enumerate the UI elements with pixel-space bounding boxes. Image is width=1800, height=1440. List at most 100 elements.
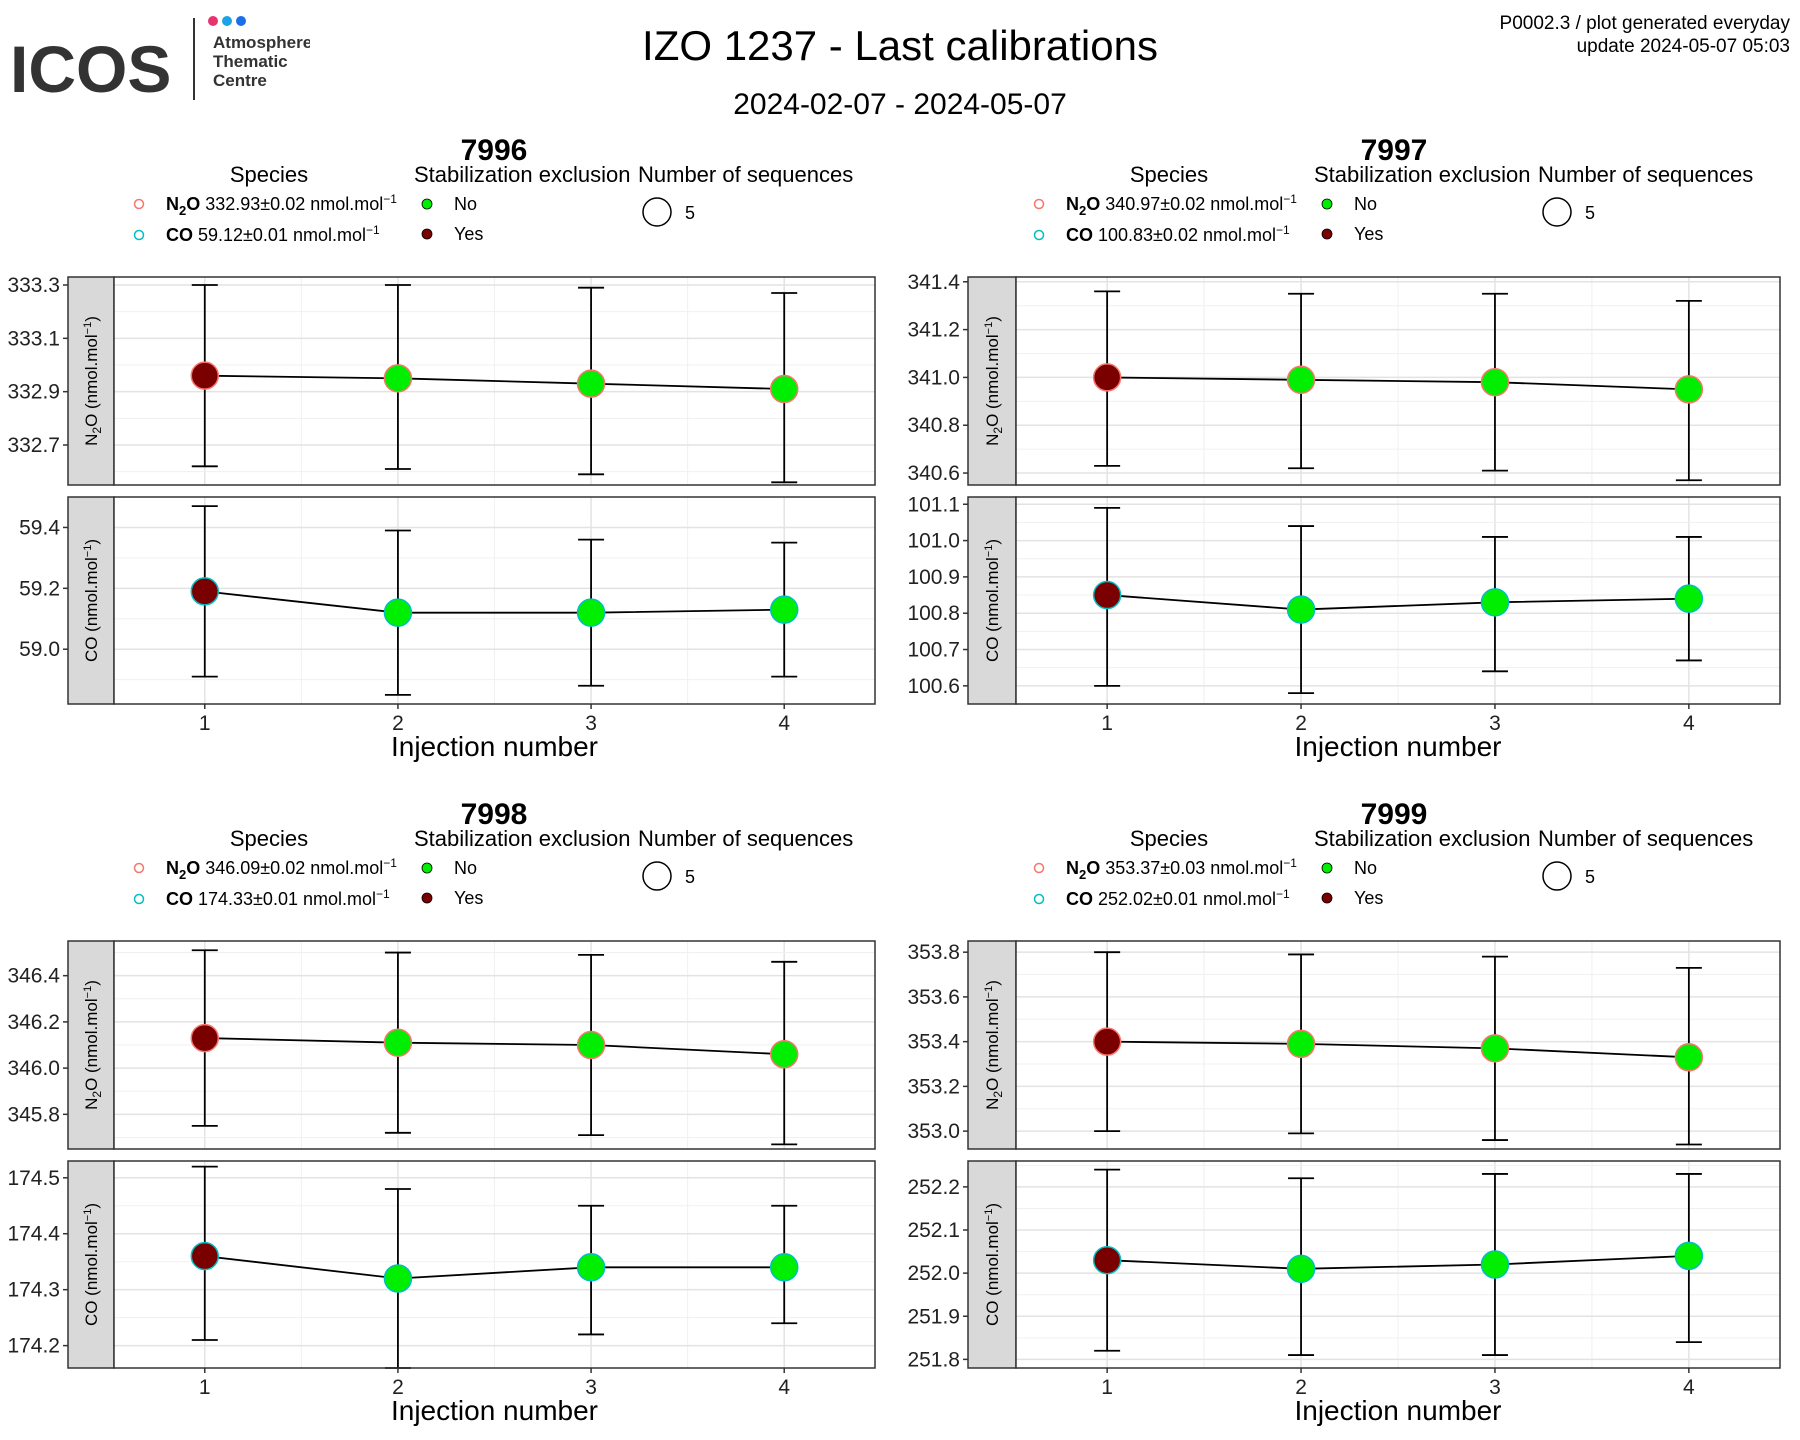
series-line xyxy=(1107,594,1689,611)
legend-species-entry: CO 100.83±0.02 nmol.mol−1 xyxy=(1066,223,1290,245)
data-point xyxy=(190,577,220,606)
legend-yes-label: Yes xyxy=(454,224,483,244)
series-line xyxy=(1107,1254,1689,1270)
legend-no-label: No xyxy=(454,858,477,878)
data-point xyxy=(190,1241,220,1271)
facet-strip xyxy=(67,496,115,705)
x-tick-label: 1 xyxy=(1101,1376,1113,1399)
x-tick-label: 4 xyxy=(1683,712,1695,735)
legend-no-marker xyxy=(1321,862,1333,874)
legend-yes-label: Yes xyxy=(454,888,483,908)
legend-sequences-marker xyxy=(642,861,672,891)
facet-border xyxy=(1015,940,1781,1150)
legend-species-entry: CO 252.02±0.01 nmol.mol−1 xyxy=(1066,887,1290,909)
data-point xyxy=(769,595,799,624)
legend-sequences-value: 5 xyxy=(685,203,695,223)
facet-border xyxy=(1015,276,1781,486)
facet-strip-label: N2O (nmol.mol−1) xyxy=(983,316,1005,446)
legend-exclusion-title: Stabilization exclusion xyxy=(414,826,630,851)
data-point xyxy=(1092,1245,1122,1275)
x-tick-label: 3 xyxy=(1489,1376,1501,1399)
legend-species-marker xyxy=(133,862,145,874)
logo-divider xyxy=(193,18,195,100)
facet-border xyxy=(1015,1160,1781,1369)
y-tick-label: 353.4 xyxy=(907,1031,960,1054)
data-point xyxy=(1092,580,1122,610)
facet-border xyxy=(113,940,876,1150)
x-tick-label: 3 xyxy=(1489,712,1501,735)
facet-strip-label: N2O (nmol.mol−1) xyxy=(983,980,1005,1110)
y-tick-label: 353.0 xyxy=(907,1120,960,1143)
legend-no-marker xyxy=(421,198,433,210)
facet-N2O: N2O (nmol.mol−1) 333.3 333.1 332.9 332.7 xyxy=(7,274,876,486)
legend-sequences-title: Number of sequences xyxy=(638,162,853,187)
update-timestamp: update 2024-05-07 05:03 xyxy=(1576,36,1790,57)
facet-strip-label: N2O (nmol.mol−1) xyxy=(82,980,104,1110)
data-point xyxy=(383,364,413,393)
legend-no-marker xyxy=(1321,198,1333,210)
data-point xyxy=(576,1030,606,1060)
y-tick-label: 251.9 xyxy=(907,1305,960,1328)
legend-sequences-value: 5 xyxy=(1585,867,1595,887)
date-range: 2024-02-07 - 2024-05-07 xyxy=(733,88,1067,121)
facet-strip xyxy=(967,940,1017,1150)
y-tick-label: 333.3 xyxy=(7,274,60,297)
chart-panel-7996: 7996 Species Stabilization exclusion Number… xyxy=(7,134,876,762)
y-tick-label: 252.0 xyxy=(907,1262,960,1285)
facet-strip-label: CO (nmol.mol−1) xyxy=(82,1203,101,1326)
legend-exclusion-title: Stabilization exclusion xyxy=(414,162,630,187)
x-tick-label: 2 xyxy=(1295,1376,1307,1399)
y-tick-label: 174.3 xyxy=(7,1279,60,1302)
panel-title: 7996 xyxy=(461,134,528,167)
legend-sequences-marker xyxy=(642,197,672,227)
legend-species-entry: N2O 353.37±0.03 nmol.mol−1 xyxy=(1066,856,1297,882)
data-point xyxy=(383,1264,413,1293)
legend-sequences-value: 5 xyxy=(1585,203,1595,223)
y-tick-label: 100.6 xyxy=(907,675,960,698)
legend-sequences-marker xyxy=(1542,197,1572,227)
y-tick-label: 345.8 xyxy=(7,1103,60,1126)
data-point xyxy=(190,361,220,390)
y-tick-label: 174.5 xyxy=(7,1167,60,1190)
data-point xyxy=(1480,1250,1510,1279)
legend-species-entry: N2O 340.97±0.02 nmol.mol−1 xyxy=(1066,192,1297,218)
plot-code: P0002.3 / plot generated everyday xyxy=(1499,13,1790,34)
legend-species-entry: CO 174.33±0.01 nmol.mol−1 xyxy=(166,887,390,909)
logo-line-3: Centre xyxy=(213,71,267,90)
y-tick-label: 332.7 xyxy=(7,434,60,457)
legend-sequences-title: Number of sequences xyxy=(1538,826,1753,851)
panel-title: 7998 xyxy=(461,798,528,831)
y-tick-label: 341.4 xyxy=(907,271,960,294)
series-line xyxy=(204,1255,785,1280)
y-tick-label: 346.4 xyxy=(7,965,60,988)
x-axis-label: Injection number xyxy=(391,1395,598,1426)
data-point xyxy=(769,1253,799,1282)
series-line xyxy=(204,374,785,390)
legend-species-title: Species xyxy=(1130,162,1208,187)
legend-exclusion-title: Stabilization exclusion xyxy=(1314,162,1530,187)
data-point xyxy=(769,1039,799,1069)
y-tick-label: 346.2 xyxy=(7,1011,60,1034)
y-tick-label: 333.1 xyxy=(7,327,60,350)
data-point xyxy=(190,1023,220,1053)
legend-species-marker xyxy=(1033,229,1045,241)
chart-panel-7997: 7997 Species Stabilization exclusion Number… xyxy=(907,134,1781,762)
data-point xyxy=(383,598,413,627)
y-tick-label: 332.9 xyxy=(7,381,60,404)
x-tick-label: 3 xyxy=(585,712,597,735)
facet-strip-label: CO (nmol.mol−1) xyxy=(82,539,101,662)
x-axis-label: Injection number xyxy=(1294,731,1501,762)
data-point xyxy=(1674,1241,1704,1271)
legend-species-entry: N2O 332.93±0.02 nmol.mol−1 xyxy=(166,192,397,218)
series-line xyxy=(204,590,785,614)
x-tick-label: 4 xyxy=(778,1376,790,1399)
data-point xyxy=(1674,584,1704,613)
legend-yes-marker xyxy=(421,892,433,904)
y-tick-label: 252.1 xyxy=(907,1219,960,1242)
y-tick-label: 340.6 xyxy=(907,462,960,485)
y-tick-label: 59.4 xyxy=(19,516,60,539)
logo-wordmark: ICOS xyxy=(10,32,171,104)
legend-sequences-marker xyxy=(1542,861,1572,891)
legend-sequences-value: 5 xyxy=(685,867,695,887)
